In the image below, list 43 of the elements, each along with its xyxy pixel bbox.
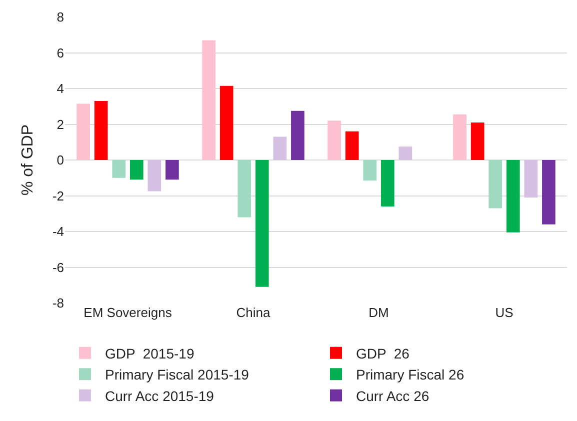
legend-label: GDP 2015-19: [105, 345, 194, 362]
legend-label: Curr Acc 26: [356, 388, 430, 404]
bar: [506, 160, 520, 232]
bar: [380, 160, 394, 206]
bar: [398, 146, 412, 160]
bar: [255, 160, 269, 287]
legend-label: Primary Fiscal 2015-19: [105, 366, 250, 383]
bar: [112, 160, 126, 178]
y-tick-label: -8: [52, 296, 64, 311]
bar: [453, 114, 466, 160]
x-tick-label: DM: [368, 305, 389, 320]
y-tick-label: -4: [52, 224, 64, 240]
bar: [488, 160, 502, 208]
bar: [524, 160, 538, 198]
x-tick-label: China: [236, 305, 271, 320]
bar: [363, 160, 377, 181]
bar: [273, 136, 287, 160]
legend-label: GDP 26: [356, 345, 410, 362]
legend-label: Curr Acc 2015-19: [105, 388, 214, 404]
y-tick-label: 2: [56, 116, 64, 132]
bar: [94, 101, 108, 160]
bar: [202, 40, 216, 160]
bar: [328, 120, 341, 160]
y-tick-label: -2: [52, 188, 64, 204]
y-tick-label: 0: [56, 152, 64, 168]
y-tick-label: -6: [52, 260, 64, 275]
bar: [76, 104, 90, 160]
y-axis-title: % of GDP: [19, 124, 36, 196]
bar: [166, 160, 179, 180]
x-tick-label: EM Sovereigns: [84, 305, 172, 320]
bar: [220, 86, 234, 160]
y-tick-label: 4: [56, 81, 64, 96]
bar: [130, 160, 144, 180]
bar: [345, 131, 359, 160]
bar: [238, 160, 252, 218]
bar: [542, 160, 556, 224]
bar: [291, 110, 304, 160]
bar: [470, 122, 484, 160]
legend-label: Primary Fiscal 26: [356, 366, 464, 383]
y-tick-label: 8: [56, 10, 64, 25]
y-tick-label: 6: [56, 45, 64, 60]
x-tick-label: US: [495, 305, 514, 320]
bar: [148, 160, 162, 192]
